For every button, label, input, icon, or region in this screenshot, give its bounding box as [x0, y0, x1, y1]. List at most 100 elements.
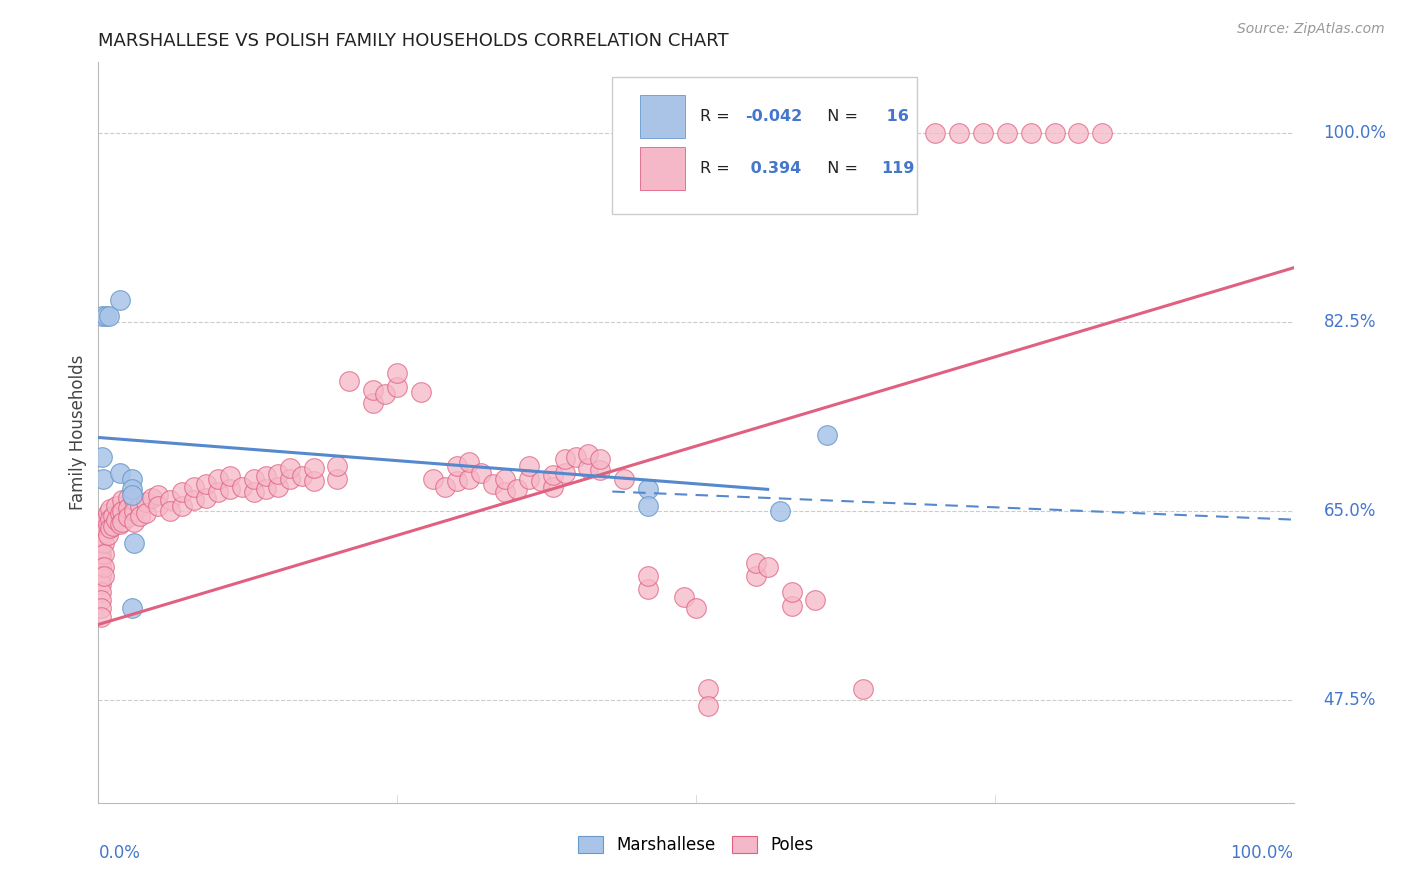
Text: 100.0%: 100.0%	[1230, 844, 1294, 862]
Point	[93, 525, 115, 540]
Point	[815, 428, 838, 442]
FancyBboxPatch shape	[640, 147, 685, 190]
Point	[446, 458, 468, 473]
Point	[278, 460, 301, 475]
Text: 47.5%: 47.5%	[1323, 691, 1376, 709]
Point	[243, 471, 266, 485]
Text: 82.5%: 82.5%	[1323, 313, 1376, 331]
FancyBboxPatch shape	[640, 95, 685, 138]
Point	[780, 585, 803, 599]
Point	[148, 499, 170, 513]
Point	[98, 310, 121, 324]
Point	[183, 493, 205, 508]
Point	[121, 471, 143, 485]
Point	[124, 493, 146, 508]
Point	[385, 366, 409, 380]
Point	[231, 480, 253, 494]
Point	[852, 682, 875, 697]
Point	[530, 474, 553, 488]
Point	[1043, 126, 1066, 140]
Point	[172, 499, 194, 513]
Point	[129, 509, 152, 524]
Point	[219, 469, 242, 483]
Point	[924, 126, 946, 140]
Point	[97, 516, 120, 531]
Point	[589, 463, 612, 477]
Point	[135, 506, 157, 520]
Point	[97, 506, 120, 520]
Point	[124, 536, 146, 550]
Text: 0.0%: 0.0%	[98, 844, 141, 862]
Point	[93, 515, 115, 529]
Point	[121, 483, 143, 497]
Point	[90, 520, 112, 534]
Point	[121, 488, 143, 502]
Point	[948, 126, 970, 140]
Point	[804, 592, 827, 607]
Point	[458, 471, 481, 485]
Point	[541, 468, 564, 483]
Point	[108, 293, 131, 308]
Point	[291, 469, 314, 483]
Point	[756, 560, 779, 574]
Point	[565, 450, 588, 464]
Point	[93, 536, 115, 550]
Point	[94, 310, 117, 324]
Point	[768, 504, 790, 518]
Point	[159, 504, 181, 518]
Point	[637, 483, 659, 497]
Point	[554, 452, 576, 467]
Text: 16: 16	[882, 109, 910, 124]
Point	[98, 521, 122, 535]
Point	[135, 495, 157, 509]
Point	[745, 556, 768, 570]
Point	[278, 471, 301, 485]
Point	[111, 493, 134, 508]
Text: 0.394: 0.394	[745, 161, 801, 176]
Point	[1067, 126, 1090, 140]
Text: Source: ZipAtlas.com: Source: ZipAtlas.com	[1237, 22, 1385, 37]
Text: 100.0%: 100.0%	[1323, 124, 1386, 142]
Point	[972, 126, 994, 140]
Point	[207, 471, 229, 485]
Point	[697, 698, 720, 713]
Y-axis label: Family Households: Family Households	[69, 355, 87, 510]
Text: 65.0%: 65.0%	[1323, 502, 1376, 520]
Point	[374, 387, 396, 401]
Point	[517, 471, 540, 485]
Point	[446, 474, 468, 488]
Point	[108, 466, 131, 480]
Point	[124, 504, 146, 518]
Point	[385, 380, 409, 394]
Point	[458, 455, 481, 469]
Point	[91, 471, 114, 485]
Point	[117, 491, 139, 505]
Point	[578, 460, 600, 475]
Point	[254, 469, 277, 483]
Point	[219, 483, 242, 497]
Point	[541, 480, 564, 494]
Point	[267, 467, 290, 482]
Text: -0.042: -0.042	[745, 109, 803, 124]
Point	[148, 488, 170, 502]
Point	[108, 516, 131, 531]
Point	[101, 509, 124, 524]
Point	[302, 474, 325, 488]
Point	[1091, 126, 1114, 140]
Point	[554, 466, 576, 480]
Point	[90, 610, 112, 624]
Point	[494, 484, 516, 499]
Point	[267, 480, 290, 494]
Text: R =: R =	[700, 161, 734, 176]
Text: MARSHALLESE VS POLISH FAMILY HOUSEHOLDS CORRELATION CHART: MARSHALLESE VS POLISH FAMILY HOUSEHOLDS …	[98, 32, 730, 50]
Point	[105, 513, 128, 527]
Point	[637, 582, 659, 596]
Point	[121, 601, 143, 615]
Point	[470, 466, 492, 480]
Point	[91, 310, 114, 324]
Point	[117, 500, 139, 515]
Point	[141, 491, 163, 505]
Point	[1019, 126, 1042, 140]
Point	[685, 601, 707, 615]
Point	[243, 484, 266, 499]
